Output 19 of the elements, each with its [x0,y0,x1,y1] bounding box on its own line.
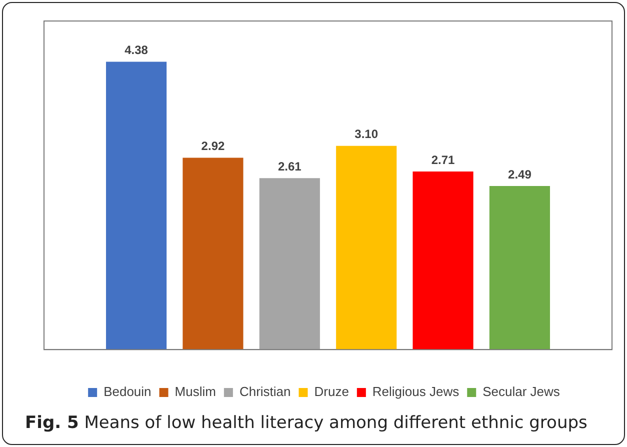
legend-label: Muslim [174,384,216,400]
legend-label: Druze [314,384,349,400]
data-label: 3.10 [354,127,378,142]
data-label: 4.38 [124,43,148,58]
bar [259,178,320,350]
text: Fig. 5 Means of low health literacy among different ethnic groups [25,413,588,433]
legend-label: Religious Jews [372,384,460,400]
bar [106,62,167,350]
legend-label: Christian [239,384,291,400]
legend-label: Secular Jews [482,384,560,400]
legend-label: Bedouin [104,384,152,400]
bar [489,186,550,350]
bar [336,146,397,350]
data-label: 2.61 [278,159,302,174]
data-label: 2.71 [431,152,456,167]
data-label: 2.49 [508,167,532,182]
bar [182,158,244,350]
data-label: 2.92 [201,139,225,154]
bar [412,172,474,350]
